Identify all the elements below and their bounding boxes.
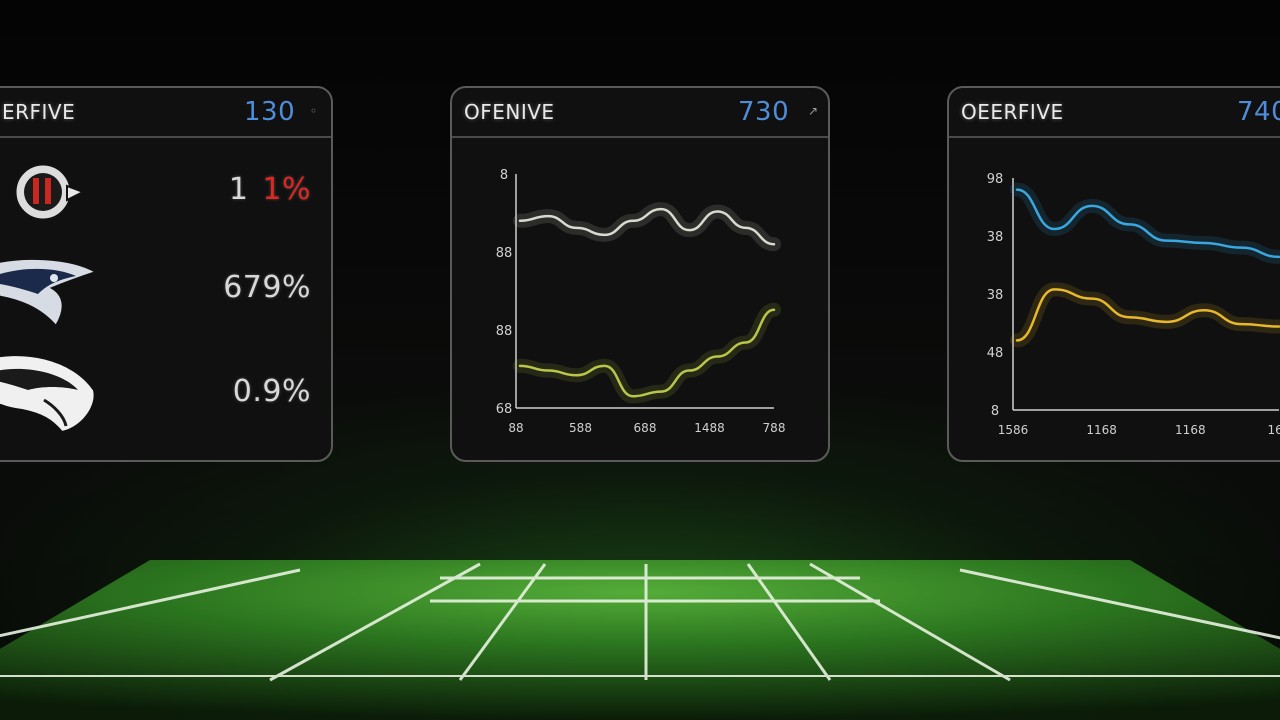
yard-lines [0,562,1280,682]
y-tick-label: 38 [987,230,1004,245]
panel-arrow-icon[interactable]: ◦ [310,104,318,118]
team-percentage: 679% [223,270,311,305]
eagles-style-logo-icon [0,354,96,434]
y-tick-label: 48 [987,346,1004,361]
team-row[interactable]: 679% [0,248,331,328]
panel-header: OEERFIVE 740 [949,88,1280,138]
panel-title: ERFIVE [2,100,76,124]
panel-value: 130 [244,97,296,127]
panel-title: OFENIVE [464,100,555,124]
turf [0,560,1280,720]
team-row[interactable]: 1 1% [0,148,331,228]
patriots-style-logo-icon [13,162,86,222]
x-tick-label: 168 [1268,423,1280,437]
x-tick-label: 88 [508,421,523,435]
x-tick-label: 588 [569,421,592,435]
y-tick-label: 98 [987,172,1004,187]
defensive-chart-panel: OEERFIVE 740 98 38 38 48 8 1586 1168 1168 168 [947,86,1280,462]
panel-header: OFENIVE 730 ↗ [452,88,828,138]
x-tick-label: 788 [763,421,786,435]
line-chart: 98 38 38 48 8 1586 1168 1168 168 [987,172,1280,437]
team-percentage: 1 1% [228,172,311,207]
y-tick-label: 88 [496,324,513,339]
x-tick-label: 1586 [998,423,1029,437]
y-tick-label: 68 [496,402,513,417]
panel-arrow-icon[interactable]: ↗ [808,104,819,118]
team-row[interactable]: 0.9% [0,350,331,434]
x-tick-label: 1168 [1175,423,1206,437]
x-tick-label: 1488 [694,421,725,435]
panel-value: 730 [738,97,790,127]
team-percentage: 0.9% [232,374,311,409]
offensive-chart-panel: OFENIVE 730 ↗ 8 88 88 68 88 588 688 1488 788 [450,86,830,462]
x-tick-label: 688 [634,421,657,435]
team-percentage-panel: ERFIVE 130 ◦ 1 1% 679% 0.9% [0,86,333,462]
panel-header: ERFIVE 130 ◦ [0,88,331,138]
y-tick-label: 8 [991,404,999,419]
series-glow [513,302,781,404]
y-tick-label: 38 [987,288,1004,303]
series-line [518,308,776,398]
y-tick-label: 88 [496,246,513,261]
series-line [1015,188,1280,259]
panel-title: OEERFIVE [961,100,1064,124]
y-tick-label: 8 [500,168,508,183]
series-glow [1010,282,1280,348]
panel-value: 740 [1237,97,1280,127]
x-tick-label: 1168 [1086,423,1117,437]
series-line [1015,288,1280,342]
series-line [518,207,776,246]
seahawks-style-logo-icon [0,257,99,328]
